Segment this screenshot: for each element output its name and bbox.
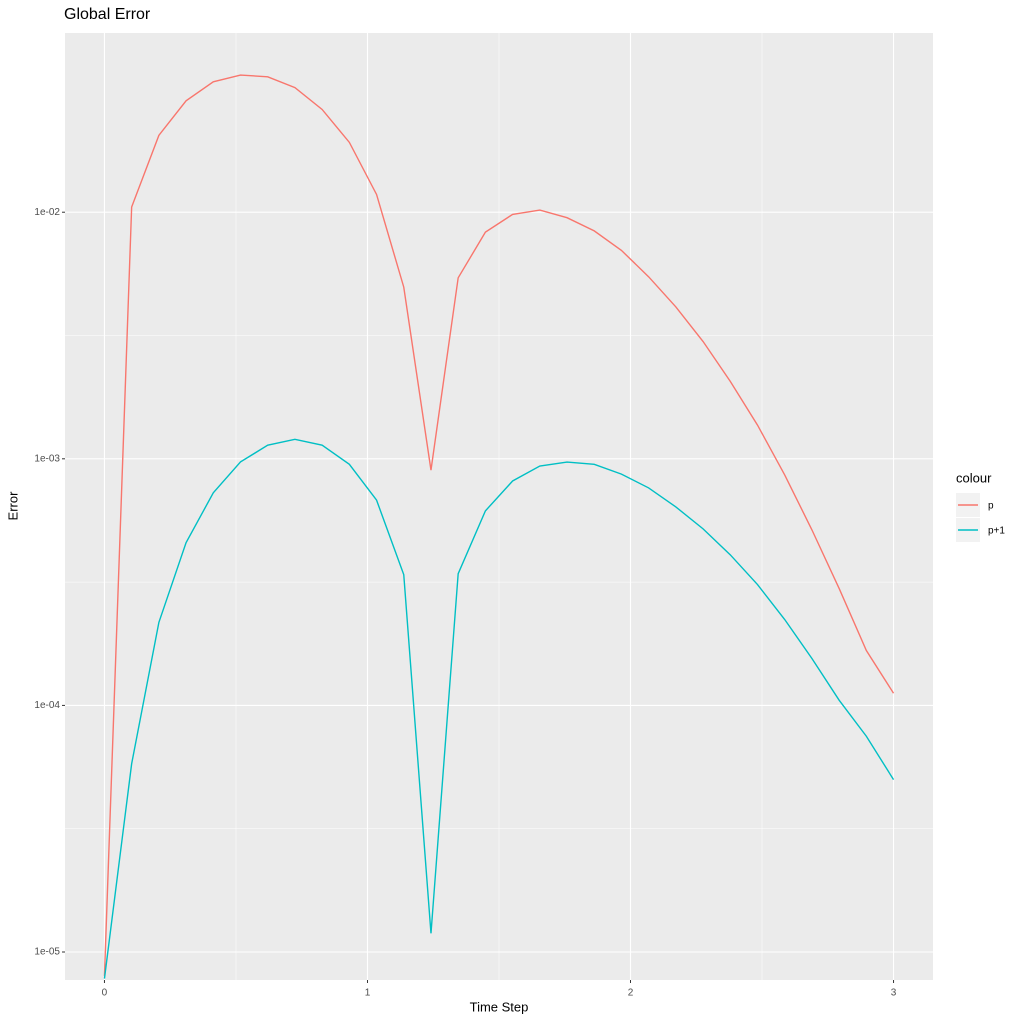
x-axis-label: Time Step bbox=[470, 999, 529, 1014]
x-tick-label: 1 bbox=[365, 988, 371, 999]
legend-label: p+1 bbox=[988, 526, 1005, 537]
series-line bbox=[103, 438, 895, 979]
y-axis-label: Error bbox=[5, 491, 20, 521]
chart-title: Global Error bbox=[64, 6, 151, 23]
y-tick-label: 1e-03 bbox=[34, 453, 60, 464]
series-line bbox=[103, 74, 895, 976]
x-tick-label: 3 bbox=[891, 988, 897, 999]
x-tick-label: 2 bbox=[628, 988, 634, 999]
y-tick-label: 1e-02 bbox=[34, 207, 60, 218]
legend-label: p bbox=[988, 501, 994, 512]
x-tick-label: 0 bbox=[102, 988, 108, 999]
y-tick-label: 1e-04 bbox=[34, 700, 60, 711]
y-tick-label: 1e-05 bbox=[34, 947, 60, 958]
legend-title: colour bbox=[956, 470, 992, 485]
